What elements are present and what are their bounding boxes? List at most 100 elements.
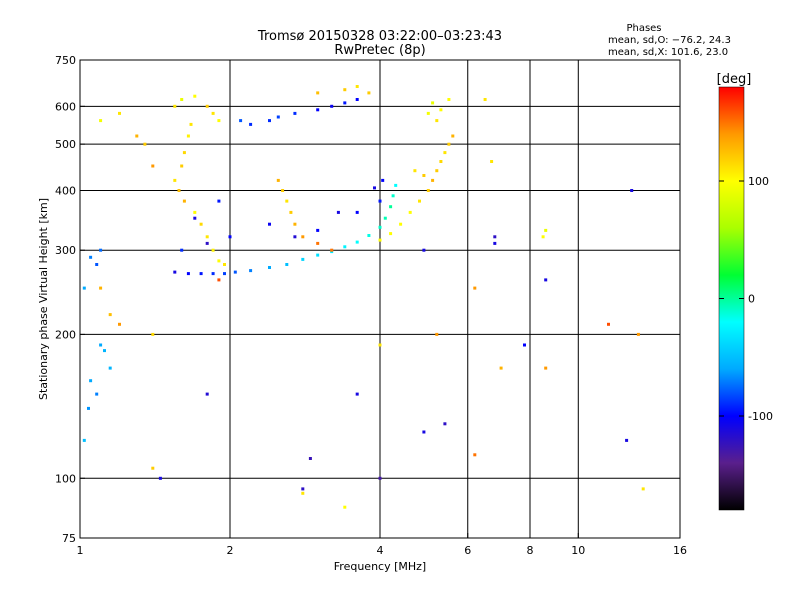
data-point: [217, 199, 221, 203]
data-point: [118, 111, 121, 115]
stats-line-o: mean, sd,O: −76.2, 24.3: [608, 35, 731, 46]
data-point: [316, 91, 320, 95]
data-point: [108, 313, 112, 317]
data-point: [378, 343, 382, 347]
scatter-points: [82, 85, 645, 509]
data-point: [158, 476, 162, 480]
data-point: [355, 210, 359, 214]
data-point: [499, 366, 503, 370]
data-point: [87, 406, 90, 410]
data-point: [544, 366, 548, 370]
data-point: [391, 194, 395, 198]
data-point: [151, 466, 155, 470]
y-tick-label: 200: [55, 328, 76, 341]
data-point: [490, 160, 494, 163]
data-point: [422, 248, 426, 252]
data-point: [180, 248, 184, 252]
x-tick-label: 1: [77, 544, 84, 557]
data-point: [285, 199, 289, 203]
data-point: [99, 343, 103, 347]
data-point: [431, 101, 435, 105]
data-point: [233, 270, 237, 274]
data-point: [173, 270, 177, 274]
y-tick-label: 300: [55, 244, 76, 257]
data-point: [205, 241, 209, 245]
data-point: [316, 228, 320, 232]
data-point: [630, 189, 634, 192]
data-point: [435, 119, 439, 123]
data-point: [451, 134, 455, 138]
data-point: [381, 178, 385, 182]
data-point: [301, 235, 305, 239]
data-point: [217, 259, 221, 263]
data-point: [473, 286, 477, 290]
data-point: [343, 88, 347, 92]
data-point: [151, 164, 155, 168]
data-point: [276, 115, 280, 119]
data-point: [289, 210, 293, 214]
data-point: [182, 199, 186, 203]
y-tick-labels: 75 100 200 300 400 500 600 750: [55, 54, 85, 545]
data-point: [493, 241, 497, 245]
data-point: [355, 98, 359, 101]
data-point: [389, 232, 393, 236]
data-point: [435, 332, 439, 336]
data-point: [541, 235, 545, 239]
data-point: [199, 222, 203, 226]
data-point: [316, 253, 320, 257]
data-point: [205, 392, 209, 396]
data-point: [249, 269, 253, 273]
data-point: [186, 134, 190, 138]
y-axis-label: Stationary phase Virtual Height [km]: [37, 198, 50, 400]
y-tick-label: 750: [55, 54, 76, 67]
data-point: [330, 248, 334, 252]
data-point: [308, 457, 312, 460]
data-point: [343, 245, 347, 249]
data-point: [249, 122, 253, 126]
data-point: [211, 111, 215, 115]
data-point: [293, 235, 297, 239]
data-point: [89, 379, 93, 383]
data-point: [383, 216, 387, 220]
data-point: [373, 186, 376, 190]
data-point: [636, 332, 640, 336]
chart-subtitle: RwPretec (8p): [334, 43, 425, 58]
data-point: [186, 272, 190, 276]
data-point: [418, 199, 421, 203]
data-point: [151, 332, 155, 336]
data-point: [641, 487, 645, 491]
data-point: [378, 238, 382, 242]
data-point: [135, 134, 139, 138]
data-point: [193, 216, 197, 220]
colorbar-ticks: 100 0 -100: [719, 175, 773, 423]
data-point: [103, 349, 106, 353]
data-point: [336, 210, 340, 214]
data-point: [211, 272, 215, 276]
data-point: [223, 263, 226, 266]
data-point: [422, 174, 426, 177]
data-point: [217, 119, 221, 123]
data-point: [330, 104, 334, 108]
data-point: [426, 111, 430, 115]
stats-line-x: mean, sd,X: 101.6, 23.0: [608, 47, 728, 58]
data-point: [378, 476, 382, 480]
data-point: [95, 392, 99, 396]
data-point: [473, 453, 477, 457]
data-point: [435, 169, 439, 173]
data-point: [293, 111, 297, 115]
data-point: [367, 91, 371, 95]
data-point: [301, 487, 305, 491]
data-point: [99, 248, 103, 252]
data-point: [95, 263, 99, 266]
data-point: [367, 234, 371, 237]
data-point: [493, 235, 497, 239]
data-point: [301, 491, 305, 495]
data-point: [394, 183, 398, 187]
data-point: [483, 98, 487, 101]
data-point: [544, 278, 548, 282]
data-point: [439, 108, 443, 112]
data-point: [281, 189, 285, 192]
data-point: [544, 228, 548, 232]
data-point: [422, 430, 426, 434]
y-tick-label: 100: [55, 472, 76, 485]
